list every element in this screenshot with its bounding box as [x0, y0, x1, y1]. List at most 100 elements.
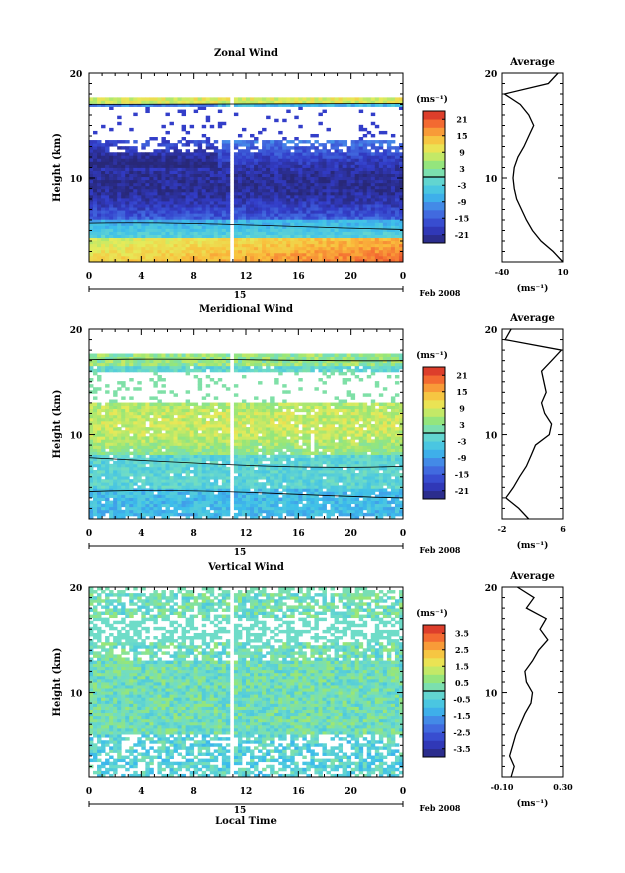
heatmap-cell — [165, 491, 170, 495]
heatmap-cell — [161, 442, 166, 446]
heatmap-cell — [145, 491, 150, 495]
heatmap-cell — [386, 228, 392, 232]
heatmap-cell — [169, 469, 174, 474]
heatmap-cell — [189, 255, 195, 260]
heatmap-cell — [165, 176, 170, 181]
heatmap-cell — [318, 161, 323, 165]
heatmap-cell — [350, 240, 356, 245]
heatmap-cell — [97, 179, 102, 184]
heatmap-cell — [262, 252, 267, 257]
heatmap-cell — [197, 182, 203, 187]
heatmap-cell — [342, 222, 348, 226]
heatmap-cell — [129, 356, 134, 361]
heatmap-cell — [189, 442, 195, 446]
heatmap-cell — [121, 494, 126, 498]
heatmap-cell — [362, 243, 368, 248]
heatmap-cell — [201, 368, 207, 373]
heatmap-cell — [113, 500, 118, 505]
heatmap-cell — [89, 158, 94, 162]
heatmap-cell — [193, 430, 199, 434]
heatmap-cell — [193, 448, 199, 452]
heatmap-cell — [358, 201, 364, 205]
heatmap-cell — [398, 210, 404, 214]
heatmap-cell — [318, 188, 323, 193]
heatmap-cell — [121, 213, 126, 217]
heatmap-cell — [105, 454, 110, 459]
heatmap-cell — [197, 491, 203, 495]
heatmap-cell — [217, 368, 223, 373]
heatmap-cell — [246, 182, 251, 187]
heatmap-cell — [185, 368, 191, 373]
heatmap-cell — [189, 124, 195, 129]
heatmap-cell — [205, 240, 211, 245]
x-tick-label: 0 — [86, 272, 92, 282]
heatmap-cell — [105, 390, 110, 394]
heatmap-cell — [350, 194, 356, 199]
heatmap-cell — [237, 143, 243, 147]
heatmap-cell — [93, 140, 98, 144]
heatmap-cell — [338, 173, 344, 178]
heatmap-cell — [113, 170, 118, 174]
heatmap-cell — [225, 368, 231, 373]
heatmap-cell — [153, 103, 158, 107]
heatmap-cell — [129, 246, 134, 251]
heatmap-cell — [165, 359, 170, 364]
heatmap-cell — [109, 194, 114, 199]
heatmap-cell — [129, 488, 134, 492]
heatmap-cell — [129, 482, 134, 486]
heatmap-cell — [213, 240, 219, 245]
heatmap-cell — [258, 231, 263, 235]
heatmap-cell — [117, 442, 122, 446]
heatmap-cell — [117, 439, 122, 443]
heatmap-cell — [213, 414, 219, 419]
heatmap-cell — [318, 103, 323, 107]
heatmap-cell — [233, 210, 239, 214]
heatmap-cell — [382, 194, 388, 199]
heatmap-cell — [370, 243, 376, 248]
heatmap-cell — [89, 466, 94, 471]
heatmap-cell — [221, 240, 227, 245]
heatmap-cell — [153, 402, 158, 407]
heatmap-cell — [93, 191, 98, 196]
heatmap-cell — [93, 103, 98, 107]
heatmap-cell — [314, 228, 319, 232]
heatmap-cell — [225, 225, 231, 229]
heatmap-cell — [370, 204, 376, 208]
heatmap-cell — [209, 491, 215, 495]
heatmap-cell — [141, 143, 146, 147]
heatmap-cell — [306, 152, 311, 156]
heatmap-cell — [109, 161, 114, 165]
heatmap-cell — [370, 100, 376, 104]
heatmap-cell — [390, 103, 396, 107]
heatmap-cell — [382, 130, 388, 135]
heatmap-cell — [113, 231, 118, 235]
heatmap-cell — [197, 506, 203, 511]
heatmap-cell — [173, 143, 178, 147]
heatmap-cell — [157, 491, 162, 495]
heatmap-cell — [350, 228, 356, 232]
heatmap-cell — [177, 445, 182, 449]
heatmap-cell — [101, 158, 106, 162]
heatmap-cell — [310, 219, 315, 223]
heatmap-cell — [386, 222, 392, 226]
heatmap-cell — [189, 213, 195, 217]
heatmap-cell — [221, 457, 227, 462]
heatmap-cell — [225, 167, 231, 171]
heatmap-cell — [125, 476, 130, 480]
heatmap-cell — [177, 473, 182, 477]
heatmap-cell — [241, 194, 247, 199]
heatmap-cell — [294, 228, 299, 232]
heatmap-cell — [137, 500, 142, 505]
heatmap-cell — [177, 436, 182, 440]
heatmap-cell — [169, 479, 174, 483]
heatmap-cell — [177, 158, 182, 162]
heatmap-cell — [173, 146, 178, 150]
heatmap-cell — [165, 408, 170, 413]
heatmap-cell — [173, 182, 178, 187]
heatmap-cell — [374, 243, 380, 248]
heatmap-cell — [185, 503, 191, 508]
heatmap-cell — [326, 176, 331, 181]
heatmap-cell — [286, 231, 291, 235]
heatmap-cell — [221, 185, 227, 190]
heatmap-cell — [149, 243, 154, 248]
